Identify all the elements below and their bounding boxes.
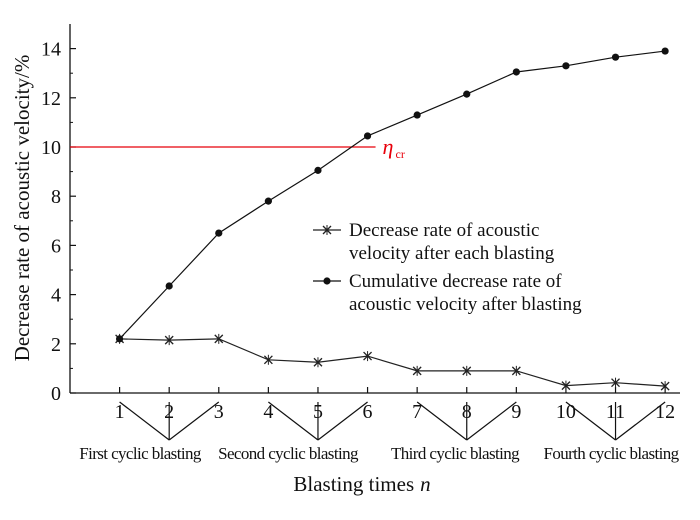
group-1: Second cyclic blasting (218, 401, 368, 463)
threshold-group: η cr (70, 134, 405, 161)
series-0-point-1 (164, 335, 174, 346)
group-label: First cyclic blasting (79, 444, 202, 463)
group-bracket-line (466, 401, 517, 441)
series-1-point-7 (463, 90, 471, 98)
series-legend1-point-0 (323, 277, 331, 285)
series-0-point-6 (412, 365, 422, 376)
y-tick-label: 10 (41, 137, 61, 159)
y-tick-label: 4 (51, 285, 61, 307)
group-bracket-line (268, 401, 319, 441)
series-0-point-3 (263, 354, 273, 365)
series-1-point-0 (115, 335, 124, 343)
legend-label: Cumulative decrease rate of (349, 271, 562, 292)
series-1-point-3 (264, 197, 272, 205)
x-axis-title: Blasting times n (293, 472, 430, 496)
series-1-point-4 (314, 166, 322, 174)
series-0-point-8 (511, 365, 521, 376)
x-tick-label: 7 (412, 401, 422, 423)
series-0-point-9 (561, 380, 571, 391)
series-0-line (119, 338, 666, 387)
group-label: Fourth cyclic blasting (543, 444, 679, 463)
y-tick-label: 8 (51, 186, 61, 208)
x-tick-label: 1 (115, 401, 125, 423)
series-0-point-7 (462, 365, 472, 376)
blasting-groups: First cyclic blasting Second cyclic blast… (79, 401, 680, 463)
legend-label: Decrease rate of acoustic (349, 220, 539, 241)
series-0-point-4 (313, 357, 323, 368)
series-0-point-10 (611, 377, 620, 388)
x-tick-label: 9 (511, 401, 521, 423)
series-1-point-9 (562, 62, 570, 70)
series-1-point-10 (611, 53, 620, 61)
series-1-point-5 (363, 132, 372, 140)
x-tick-label: 4 (263, 401, 273, 423)
group-bracket-line (168, 401, 220, 441)
x-tick-label: 12 (655, 401, 675, 423)
series-0-point-11 (660, 381, 670, 392)
series-1-point-8 (512, 68, 520, 76)
series-1-point-6 (413, 111, 421, 119)
y-tick-label: 2 (51, 334, 61, 356)
legend-label: velocity after each blasting (349, 243, 555, 264)
group-bracket-line (615, 401, 666, 441)
y-tick-label: 0 (51, 383, 61, 405)
group-label: Third cyclic blasting (391, 444, 520, 463)
group-bracket-line (416, 401, 468, 441)
y-axis-title: Decrease rate of acoustic velocity/% (10, 55, 34, 362)
legend-label: acoustic velocity after blasting (349, 294, 582, 315)
y-tick-label: 12 (41, 88, 61, 110)
series-0-point-5 (363, 351, 373, 362)
y-tick-label: 6 (51, 235, 61, 257)
y-tick-label: 14 (41, 39, 61, 61)
axis-titles: Decrease rate of acoustic velocity/% Blas… (10, 55, 431, 496)
group-bracket-line (119, 401, 170, 441)
series-1-point-2 (215, 229, 223, 237)
x-tick-label: 6 (363, 401, 373, 423)
x-axis-title-text: Blasting times (293, 472, 414, 496)
group-0: First cyclic blasting (79, 401, 220, 463)
series-group (115, 47, 670, 392)
group-2: Third cyclic blasting (391, 401, 521, 463)
series-1-point-11 (661, 47, 669, 55)
series-1-point-1 (165, 282, 173, 290)
threshold-label-sub: cr (396, 147, 405, 161)
threshold-label: η (383, 134, 394, 159)
group-bracket-line (317, 401, 368, 441)
group-label: Second cyclic blasting (218, 444, 359, 463)
series-legend0-point-0 (322, 225, 332, 235)
x-tick-label: 10 (556, 401, 576, 423)
series-0-point-2 (214, 333, 224, 344)
x-axis-title-var: n (420, 472, 431, 496)
x-tick-label: 3 (214, 401, 224, 423)
group-bracket-line (565, 401, 616, 441)
group-3: Fourth cyclic blasting (543, 401, 680, 463)
series-1-line (119, 50, 666, 340)
